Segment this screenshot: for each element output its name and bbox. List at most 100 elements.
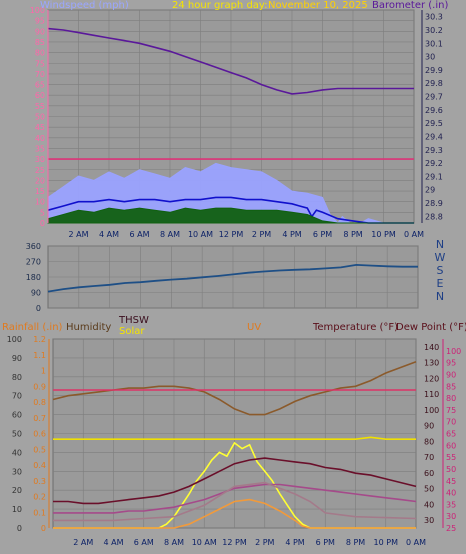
rainfall-tick-label: 0.4 bbox=[33, 461, 46, 470]
temperature-tick-label: 90 bbox=[424, 422, 434, 431]
barometer-tick-label: 29.8 bbox=[425, 79, 443, 88]
dew-point-tick-label: 100 bbox=[446, 347, 461, 356]
windspeed-tick-label: 80 bbox=[35, 49, 45, 58]
time-tick-label: 10 PM bbox=[371, 230, 396, 239]
time-tick-label: 4 AM bbox=[103, 538, 123, 547]
dew-point-tick-label: 75 bbox=[446, 406, 456, 415]
direction-tick-label: 360 bbox=[26, 242, 41, 251]
windspeed-tick-label: 40 bbox=[35, 134, 45, 143]
thsw-header: THSW bbox=[118, 315, 149, 326]
windspeed-header: Windspeed (mph) bbox=[40, 0, 129, 11]
humidity-tick-label: 0 bbox=[17, 524, 22, 533]
time-tick-label: 8 PM bbox=[343, 230, 362, 239]
humidity-tick-label: 60 bbox=[12, 411, 22, 420]
rainfall-tick-label: 0 bbox=[41, 524, 46, 533]
barometer-tick-label: 28.8 bbox=[425, 212, 443, 221]
dew-point-axis: 25 30 35 40 45 50 55 60 65 70 75 80 85 90 95 100 bbox=[442, 339, 461, 533]
temperature-tick-label: 70 bbox=[424, 453, 434, 462]
time-tick-label: 6 AM bbox=[129, 230, 149, 239]
windspeed-tick-label: 75 bbox=[35, 59, 45, 68]
direction-tick-label: 0 bbox=[36, 304, 41, 313]
time-tick-label: 2 AM bbox=[73, 538, 93, 547]
temperature-axis: 30 40 50 60 70 80 90 100 110 120 130 140 bbox=[424, 343, 439, 525]
time-tick-label: 2 PM bbox=[252, 230, 271, 239]
rainfall-header: Rainfall (.in) bbox=[2, 322, 63, 333]
windspeed-tick-label: 60 bbox=[35, 91, 45, 100]
dew-point-tick-label: 25 bbox=[446, 524, 456, 533]
graph-date: November 10, 2025 bbox=[268, 0, 368, 11]
rainfall-tick-label: 0.8 bbox=[33, 398, 46, 407]
dew-point-tick-label: 30 bbox=[446, 512, 456, 521]
windspeed-tick-label: 30 bbox=[35, 155, 45, 164]
windspeed-tick-label: 90 bbox=[35, 27, 45, 36]
barometer-tick-label: 29.6 bbox=[425, 106, 443, 115]
time-tick-label: 4 AM bbox=[99, 230, 119, 239]
humidity-tick-label: 80 bbox=[12, 373, 22, 382]
time-tick-label: 10 AM bbox=[188, 230, 213, 239]
temperature-tick-label: 100 bbox=[424, 406, 439, 415]
rainfall-tick-label: 0.1 bbox=[33, 508, 46, 517]
barometer-tick-label: 29.9 bbox=[425, 66, 443, 75]
wind-time-axis: 2 AM 4 AM 6 AM 8 AM 10 AM 12 PM 2 PM 4 PM 6 PM 8 … bbox=[68, 230, 424, 239]
rainfall-tick-label: 1.1 bbox=[33, 351, 46, 360]
rainfall-tick-label: 1 bbox=[41, 367, 46, 376]
time-tick-label: 10 PM bbox=[374, 538, 399, 547]
windspeed-tick-label: 35 bbox=[35, 144, 45, 153]
temperature-tick-label: 80 bbox=[424, 437, 434, 446]
wind-direction-grid bbox=[48, 245, 419, 309]
rainfall-axis: 0 0.1 0.2 0.3 0.4 0.5 0.6 0.7 0.8 0.9 1 1.1 1.2 bbox=[33, 335, 50, 533]
barometer-tick-label: 30 bbox=[425, 53, 435, 62]
time-tick-label: 6 PM bbox=[313, 230, 332, 239]
barometer-tick-label: 28.9 bbox=[425, 199, 443, 208]
time-tick-label: 4 PM bbox=[285, 538, 304, 547]
temperature-tick-label: 60 bbox=[424, 469, 434, 478]
humidity-axis: 0 10 20 30 40 50 60 70 80 90 100 bbox=[7, 335, 22, 533]
series-uvline bbox=[53, 436, 416, 440]
time-tick-label: 2 AM bbox=[68, 230, 88, 239]
dew-point-tick-label: 90 bbox=[446, 370, 456, 379]
time-tick-label: 12 PM bbox=[222, 538, 247, 547]
windspeed-tick-label: 10 bbox=[35, 198, 45, 207]
series-dir bbox=[47, 263, 418, 293]
time-tick-label: 2 PM bbox=[255, 538, 274, 547]
barometer-tick-label: 29 bbox=[425, 186, 435, 195]
humidity-tick-label: 50 bbox=[12, 430, 22, 439]
humidity-tick-label: 70 bbox=[12, 392, 22, 401]
series-baro bbox=[47, 27, 414, 95]
dew-point-tick-label: 55 bbox=[446, 453, 456, 462]
series-wind bbox=[47, 207, 414, 224]
graph-day-header: 24 hour graph day: bbox=[172, 0, 267, 11]
rainfall-tick-label: 0.6 bbox=[33, 430, 46, 439]
windspeed-tick-label: 5 bbox=[40, 208, 45, 217]
temperature-tick-label: 140 bbox=[424, 343, 439, 352]
temperature-header: Temperature (°F) bbox=[312, 322, 398, 333]
dew-point-tick-label: 35 bbox=[446, 500, 456, 509]
wind-barometer-series bbox=[47, 27, 414, 224]
windspeed-tick-label: 65 bbox=[35, 81, 45, 90]
time-tick-label: 6 AM bbox=[134, 538, 154, 547]
dew-point-header: Dew Point (°F) bbox=[396, 322, 466, 333]
temperature-time-axis: 2 AM 4 AM 6 AM 8 AM 10 AM 12 PM 2 PM 4 PM 6 PM 8 … bbox=[73, 538, 426, 547]
humidity-tick-label: 20 bbox=[12, 486, 22, 495]
dew-point-tick-label: 95 bbox=[446, 359, 456, 368]
dew-point-tick-label: 40 bbox=[446, 489, 456, 498]
compass-label: W bbox=[435, 251, 446, 264]
series-temp bbox=[53, 457, 417, 505]
barometer-axis: 28.8 28.9 29 29.1 29.2 29.3 29.4 29.5 29.6 29.7 29… bbox=[421, 10, 443, 223]
windspeed-tick-label: 0 bbox=[40, 219, 45, 228]
windspeed-tick-label: 85 bbox=[35, 38, 45, 47]
compass-label: S bbox=[437, 264, 444, 277]
rainfall-tick-label: 0.2 bbox=[33, 493, 46, 502]
humidity-tick-label: 10 bbox=[12, 505, 22, 514]
time-tick-label: 8 PM bbox=[346, 538, 365, 547]
temperature-series bbox=[52, 360, 417, 529]
humidity-header: Humidity bbox=[66, 322, 111, 333]
series-thsw bbox=[53, 481, 417, 522]
barometer-tick-label: 30.3 bbox=[425, 13, 443, 22]
barometer-tick-label: 30.2 bbox=[425, 26, 443, 35]
